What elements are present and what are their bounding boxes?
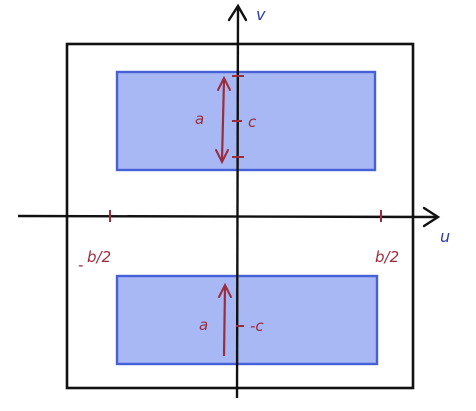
top-center-label: c <box>248 113 257 131</box>
horizontal-axis-label: u <box>440 227 450 246</box>
top-rectangle <box>115 70 377 172</box>
left-tick-sign: - <box>78 256 83 274</box>
horizontal-axis <box>17 214 437 219</box>
bottom-height-arrow-up <box>218 282 232 298</box>
bottom-rectangle <box>115 274 379 366</box>
horizontal-axis-arrowhead <box>422 206 441 228</box>
top-height-dimension <box>220 79 226 161</box>
bottom-height-dimension <box>222 286 227 357</box>
vertical-axis-label: v <box>256 5 266 24</box>
bottom-center-label: -c <box>250 317 264 335</box>
top-height-arrow-up <box>217 75 231 91</box>
right-tick-label: b/2 <box>375 248 399 266</box>
top-height-label: a <box>195 110 204 128</box>
vertical-axis <box>235 7 240 399</box>
bottom-height-label: a <box>199 316 208 334</box>
top-height-arrow-down <box>215 149 229 165</box>
left-tick-label: b/2 <box>87 248 111 266</box>
vertical-axis-arrowhead <box>227 3 248 22</box>
